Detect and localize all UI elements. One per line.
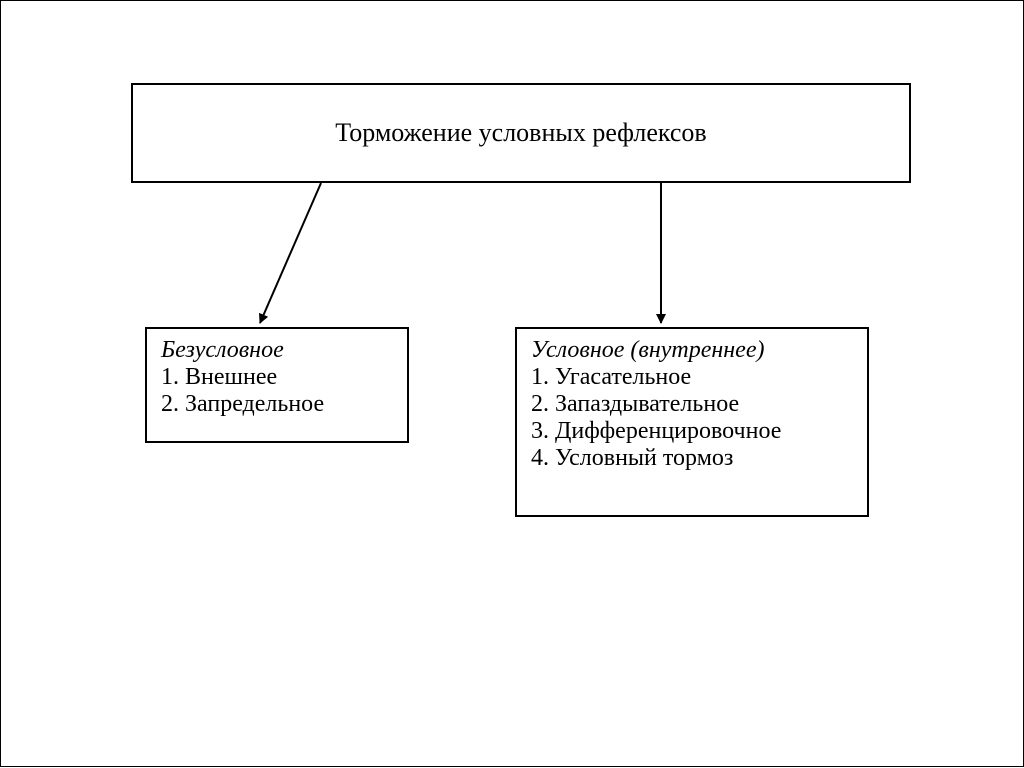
left-branch-items: 1. Внешнее2. Запредельное <box>161 364 393 418</box>
left-branch-box: Безусловное 1. Внешнее2. Запредельное <box>145 327 409 443</box>
list-item: 1. Угасательное <box>531 364 853 391</box>
diagram-canvas: Торможение условных рефлексов Безусловно… <box>0 0 1024 767</box>
right-branch-items: 1. Угасательное2. Запаздывательное3. Диф… <box>531 364 853 472</box>
list-item: 4. Условный тормоз <box>531 445 853 472</box>
list-item: 1. Внешнее <box>161 364 393 391</box>
list-item: 2. Запаздывательное <box>531 391 853 418</box>
arrow-0 <box>260 183 321 323</box>
left-branch-heading: Безусловное <box>161 337 284 363</box>
list-item: 2. Запредельное <box>161 391 393 418</box>
list-item: 3. Дифференцировочное <box>531 418 853 445</box>
right-branch-heading: Условное (внутреннее) <box>531 337 764 363</box>
right-branch-box: Условное (внутреннее) 1. Угасательное2. … <box>515 327 869 517</box>
title-text: Торможение условных рефлексов <box>335 118 706 148</box>
title-box: Торможение условных рефлексов <box>131 83 911 183</box>
